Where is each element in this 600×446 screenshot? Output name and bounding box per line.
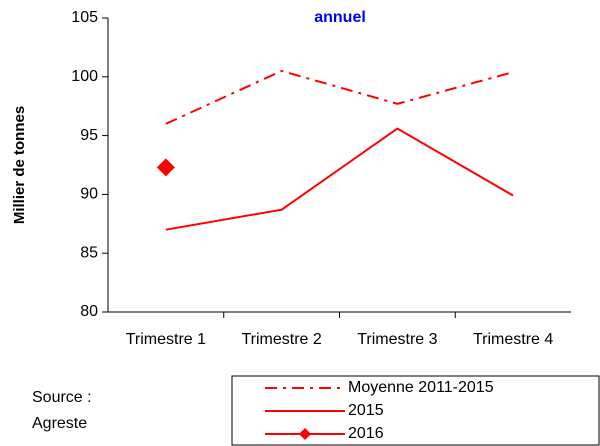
y-tick-label: 85 bbox=[80, 244, 98, 261]
point-marker bbox=[156, 158, 175, 177]
y-tick-label: 80 bbox=[80, 303, 98, 320]
y-tick-label: 100 bbox=[71, 68, 98, 85]
source-label: Source : bbox=[32, 389, 92, 406]
y-tick-label: 90 bbox=[80, 186, 98, 203]
series-line bbox=[165, 127, 514, 231]
legend-box bbox=[231, 375, 600, 446]
x-tick-label: Trimestre 1 bbox=[126, 331, 206, 348]
y-tick-label: 95 bbox=[80, 127, 98, 144]
x-tick-label: Trimestre 4 bbox=[473, 331, 553, 348]
legend-label: 2016 bbox=[348, 425, 384, 442]
series-line bbox=[165, 69, 514, 125]
source-label: Agreste bbox=[32, 415, 87, 432]
x-tick-label: Trimestre 2 bbox=[241, 331, 321, 348]
legend-marker bbox=[299, 428, 311, 440]
y-tick-label: 105 bbox=[71, 9, 98, 26]
legend-label: 2015 bbox=[348, 402, 384, 419]
x-tick-label: Trimestre 3 bbox=[357, 331, 437, 348]
legend-label: Moyenne 2011-2015 bbox=[348, 379, 494, 396]
chart-title: annuel bbox=[314, 9, 366, 26]
y-axis-label: Millier de tonnes bbox=[11, 106, 28, 224]
